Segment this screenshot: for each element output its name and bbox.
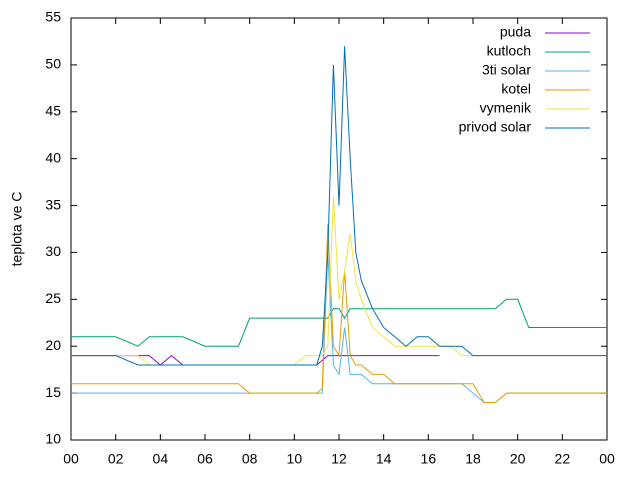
legend-label: kutloch [487, 43, 531, 59]
series-line [71, 224, 607, 403]
legend-label: vymenik [480, 100, 532, 116]
x-tick-label: 16 [421, 451, 437, 467]
x-tick-label: 08 [242, 451, 258, 467]
x-tick-label: 00 [63, 451, 79, 467]
y-tick-label: 15 [45, 384, 61, 400]
x-tick-label: 18 [465, 451, 481, 467]
y-tick-label: 20 [45, 337, 61, 353]
legend-label: 3ti solar [482, 62, 531, 78]
y-tick-label: 40 [45, 149, 61, 165]
legend-label: kotel [501, 81, 531, 97]
legend-label: puda [500, 24, 531, 40]
y-tick-label: 25 [45, 290, 61, 306]
series-line [71, 298, 607, 347]
y-tick-label: 50 [45, 56, 61, 72]
y-tick-label: 45 [45, 102, 61, 118]
x-tick-label: 14 [376, 451, 392, 467]
x-tick-label: 22 [555, 451, 571, 467]
y-axis-label: teplota ve C [9, 192, 25, 267]
y-tick-label: 55 [45, 9, 61, 25]
y-tick-label: 35 [45, 196, 61, 212]
series-line [71, 46, 607, 366]
y-tick-label: 30 [45, 243, 61, 259]
x-tick-label: 00 [599, 451, 615, 467]
y-tick-label: 10 [45, 431, 61, 447]
legend-label: privod solar [459, 119, 532, 135]
x-tick-label: 20 [510, 451, 526, 467]
x-tick-label: 12 [331, 451, 347, 467]
x-tick-label: 10 [287, 451, 303, 467]
x-tick-label: 04 [153, 451, 169, 467]
x-tick-label: 06 [197, 451, 213, 467]
x-tick-label: 02 [108, 451, 124, 467]
